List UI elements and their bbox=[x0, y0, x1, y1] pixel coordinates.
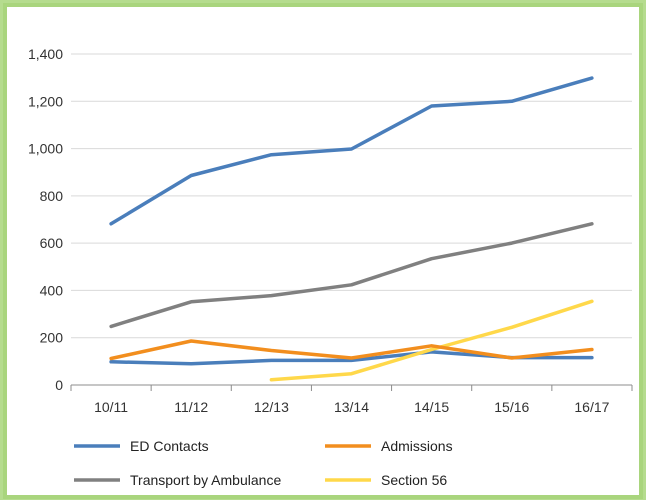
y-tick-label: 400 bbox=[40, 282, 64, 298]
x-tick-label: 16/17 bbox=[574, 399, 609, 415]
x-tick-label: 14/15 bbox=[414, 399, 449, 415]
y-tick-label: 1,000 bbox=[28, 141, 63, 157]
x-tick-label: 11/12 bbox=[174, 399, 208, 415]
legend-label-transport-by-ambulance: Transport by Ambulance bbox=[130, 472, 281, 488]
chart-frame bbox=[3, 3, 643, 499]
x-tick-label: 13/14 bbox=[334, 399, 369, 415]
series-line-transport-by-ambulance bbox=[109, 222, 594, 329]
x-tick-label: 15/16 bbox=[494, 399, 529, 415]
legend: ED Contacts Admissions Transport by Ambula… bbox=[74, 438, 453, 488]
legend-label-admissions: Admissions bbox=[381, 438, 453, 454]
series-line-ed-contacts bbox=[109, 76, 594, 226]
y-tick-label: 0 bbox=[55, 377, 63, 393]
series-lines bbox=[109, 76, 594, 382]
gridlines bbox=[71, 53, 632, 386]
x-tick-label: 12/13 bbox=[254, 399, 289, 415]
legend-label-section-56: Section 56 bbox=[381, 472, 447, 488]
y-tick-label: 600 bbox=[40, 235, 64, 251]
series-line-section-56 bbox=[269, 299, 594, 382]
y-tick-label: 800 bbox=[40, 188, 64, 204]
y-tick-label: 1,400 bbox=[28, 46, 63, 62]
y-tick-label: 200 bbox=[40, 330, 64, 346]
series-line-admissions bbox=[109, 339, 594, 361]
y-tick-label: 1,200 bbox=[28, 93, 63, 109]
legend-label-ed-contacts: ED Contacts bbox=[130, 438, 209, 454]
y-axis-ticks: 0 200 400 600 800 1,000 1,200 1,400 bbox=[28, 46, 63, 393]
x-tick-label: 10/11 bbox=[94, 399, 128, 415]
x-axis: 10/11 11/12 12/13 13/14 14/15 15/16 16/17 bbox=[70, 385, 633, 415]
